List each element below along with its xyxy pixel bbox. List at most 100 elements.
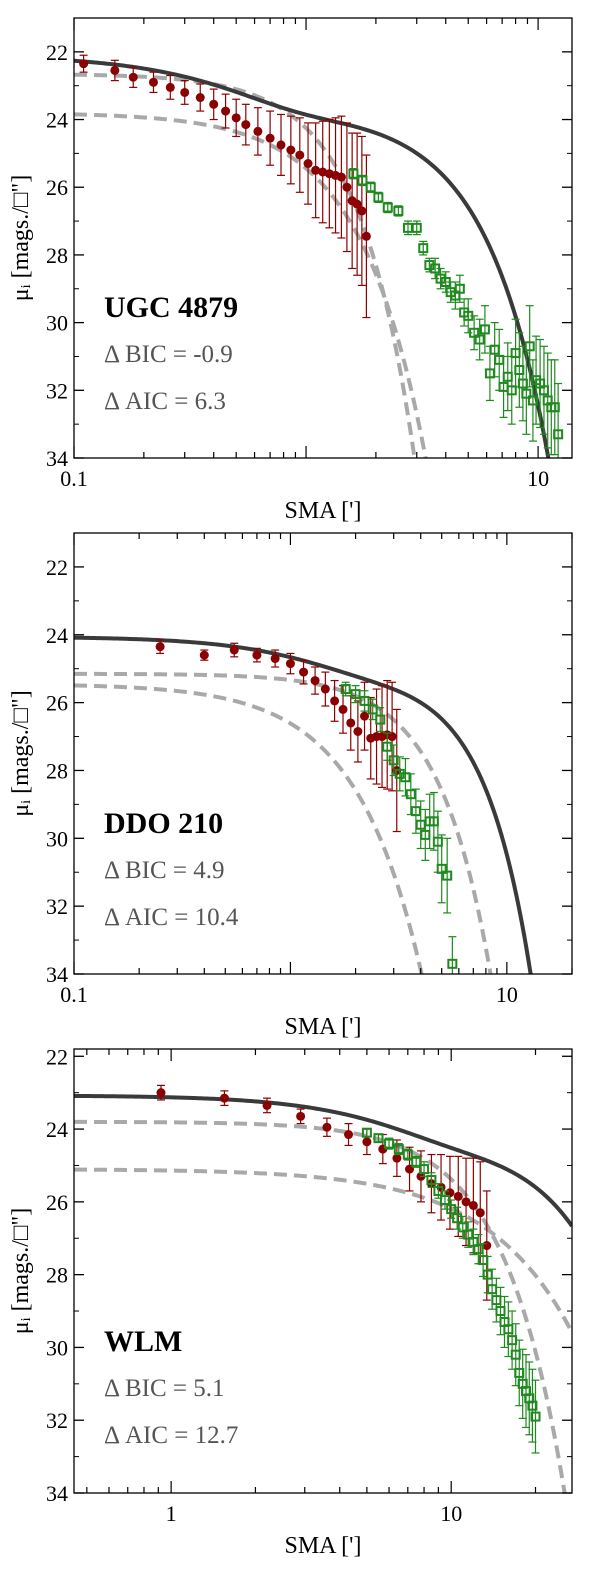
y-tick-label: 34: [46, 446, 68, 471]
data-point-square: [382, 202, 393, 213]
data-point-circle: [453, 1191, 463, 1201]
data-point-circle: [180, 87, 190, 97]
data-point-circle: [199, 650, 209, 660]
galaxy-name-label: DDO 210: [104, 807, 223, 840]
x-axis-label: SMA [']: [284, 498, 361, 524]
data-point-circle: [346, 718, 356, 728]
data-point-square: [469, 327, 480, 338]
data-point-circle: [362, 1137, 372, 1147]
delta-aic-label: Δ AIC = 10.4: [104, 904, 239, 931]
y-tick-label: 28: [46, 758, 68, 783]
data-point-circle: [387, 732, 397, 742]
panel-0: 22 24 26 28 30 32 340.1 10 SMA ['] μᵢ [mags./□"] U…: [8, 17, 573, 524]
plot-frame: [73, 1048, 573, 1494]
panel-1: 22 24 26 28 30 32 340.1 10 SMA ['] μᵢ [mags./□"] D…: [8, 532, 573, 1040]
data-point-circle: [299, 667, 309, 677]
y-tick-label: 28: [46, 1263, 68, 1288]
data-point-circle: [209, 99, 219, 109]
y-tick-label: 26: [46, 175, 68, 200]
y-tick-label: 30: [46, 826, 68, 851]
y-tick-label: 22: [46, 40, 68, 65]
data-point-circle: [286, 145, 296, 155]
data-point-square: [549, 402, 560, 413]
plot-area: [74, 54, 564, 458]
data-point-square: [367, 704, 378, 715]
data-point-square: [400, 772, 411, 783]
data-point-circle: [360, 711, 370, 721]
data-point-circle: [110, 65, 120, 75]
data-point-square: [361, 1127, 372, 1138]
data-point-circle: [165, 82, 175, 92]
data-point-square: [463, 1229, 474, 1240]
y-tick-label: 30: [46, 1335, 68, 1360]
data-point-square: [402, 1149, 413, 1160]
total-model-curve: [74, 1093, 572, 1228]
data-point-circle: [231, 113, 241, 123]
data-point-circle: [468, 1200, 478, 1210]
data-point-square: [426, 1175, 437, 1186]
data-point-circle: [229, 645, 239, 655]
data-point-square: [527, 1400, 538, 1411]
data-point-square: [375, 714, 386, 725]
data-point-square: [454, 283, 465, 294]
y-tick-label: 34: [46, 962, 68, 987]
data-point-square: [388, 755, 399, 766]
y-tick-label: 22: [46, 555, 68, 580]
data-point-square: [410, 806, 421, 817]
data-point-circle: [392, 1153, 402, 1163]
data-point-circle: [296, 1111, 306, 1121]
data-point-square: [350, 689, 361, 700]
data-point-square: [405, 789, 416, 800]
y-tick-label: 24: [46, 623, 68, 648]
y-tick-label: 24: [46, 108, 68, 133]
x-tick-label: 0.1: [60, 466, 88, 491]
data-point-square: [527, 395, 538, 406]
y-tick-label: 22: [46, 1044, 68, 1069]
data-point-circle: [310, 676, 320, 686]
y-tick-label: 34: [46, 1481, 68, 1506]
data-point-square: [521, 388, 532, 399]
data-point-square: [524, 341, 535, 352]
data-point-circle: [241, 120, 251, 130]
x-tick-label: 10: [496, 982, 518, 1007]
data-point-square: [474, 334, 485, 345]
data-point-square: [553, 429, 564, 440]
data-point-circle: [352, 199, 362, 209]
data-point-circle: [461, 1197, 471, 1207]
plot-area: [74, 1084, 572, 1493]
x-tick-label: 0.1: [60, 982, 88, 1007]
galaxy-name-label: UGC 4879: [104, 291, 238, 324]
plot-frame: [73, 17, 573, 459]
data-point-square: [447, 958, 458, 969]
data-point-square: [340, 684, 351, 695]
data-point-circle: [285, 659, 295, 669]
x-axis-label: SMA [']: [284, 1014, 361, 1040]
data-point-circle: [361, 231, 371, 241]
data-point-square: [419, 1164, 430, 1175]
plot-frame: [73, 532, 573, 975]
data-point-circle: [353, 726, 363, 736]
data-point-circle: [128, 72, 138, 82]
delta-bic-label: Δ BIC = -0.9: [104, 341, 233, 368]
y-tick-label: 32: [46, 378, 68, 403]
data-point-square: [348, 168, 359, 179]
data-point-circle: [342, 182, 352, 192]
delta-aic-label: Δ AIC = 6.3: [104, 388, 226, 415]
y-tick-label: 30: [46, 311, 68, 336]
delta-bic-label: Δ BIC = 5.1: [104, 1375, 224, 1402]
data-point-square: [530, 1411, 541, 1422]
data-point-circle: [265, 133, 275, 143]
data-point-square: [418, 243, 429, 254]
data-point-square: [393, 1144, 404, 1155]
data-point-square: [384, 1138, 395, 1149]
galaxy-name-label: WLM: [104, 1325, 182, 1358]
data-point-circle: [276, 140, 286, 150]
data-point-circle: [148, 77, 158, 87]
data-point-circle: [253, 126, 263, 136]
data-point-circle: [195, 93, 205, 103]
y-axis-label: μᵢ [mags./□"]: [8, 690, 34, 816]
data-point-circle: [322, 1122, 332, 1132]
data-point-circle: [475, 1208, 485, 1218]
data-point-square: [484, 368, 495, 379]
data-point-square: [506, 385, 517, 396]
